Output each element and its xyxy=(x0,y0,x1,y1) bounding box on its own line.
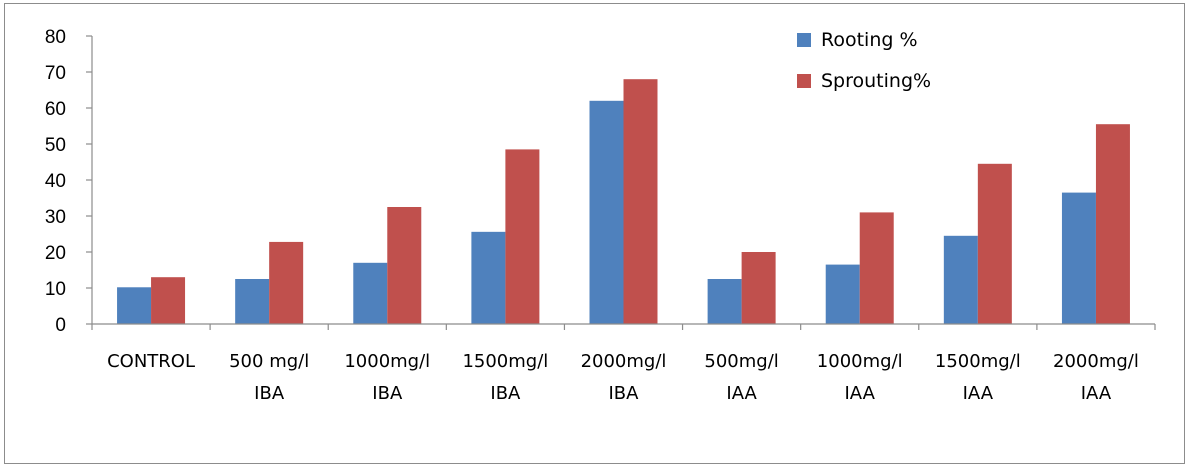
y-tick-label: 20 xyxy=(45,243,66,264)
y-tick-label: 40 xyxy=(45,171,66,192)
y-tick-label: 80 xyxy=(45,27,66,48)
legend-swatch-rooting xyxy=(797,33,811,47)
bar-sprouting xyxy=(1095,124,1130,324)
x-category-label: IAA xyxy=(845,383,876,404)
x-category-label: 2000mg/l xyxy=(1053,351,1139,372)
bar-rooting xyxy=(353,262,388,324)
x-category-label: IBA xyxy=(254,383,285,404)
x-category-label: 500 mg/l xyxy=(229,351,309,372)
bar-rooting xyxy=(825,264,860,324)
bar-rooting xyxy=(1061,192,1096,324)
x-category-label: 1000mg/l xyxy=(817,351,903,372)
x-category-label: CONTROL xyxy=(107,351,195,372)
bar-sprouting xyxy=(269,241,304,324)
legend-label-sprouting: Sprouting% xyxy=(821,70,931,92)
y-tick-label: 30 xyxy=(45,207,66,228)
x-category-label: IAA xyxy=(1081,383,1112,404)
y-tick-label: 50 xyxy=(45,135,66,156)
x-category-label: 1000mg/l xyxy=(344,351,430,372)
bar-rooting xyxy=(707,279,742,324)
y-tick-label: 0 xyxy=(55,315,66,336)
legend-label-rooting: Rooting % xyxy=(821,29,918,51)
x-category-label: 500mg/l xyxy=(704,351,778,372)
legend-swatch-sprouting xyxy=(797,74,811,88)
x-category-label: IBA xyxy=(609,383,640,404)
x-category-label: IBA xyxy=(490,383,521,404)
x-category-label: 2000mg/l xyxy=(581,351,667,372)
y-tick-label: 70 xyxy=(45,63,66,84)
bar-sprouting xyxy=(859,212,894,324)
x-category-label: IAA xyxy=(726,383,757,404)
y-tick-label: 60 xyxy=(45,99,66,120)
bar-sprouting xyxy=(977,163,1012,324)
bar-sprouting xyxy=(151,277,186,324)
y-tick-label: 10 xyxy=(45,279,66,300)
bar-sprouting xyxy=(623,79,658,324)
bar-rooting xyxy=(471,231,506,324)
x-category-label: IBA xyxy=(372,383,403,404)
bar-rooting xyxy=(235,279,270,324)
x-category-label: 1500mg/l xyxy=(462,351,548,372)
bar-sprouting xyxy=(387,207,422,324)
bar-sprouting xyxy=(505,149,540,324)
bar-rooting xyxy=(943,235,978,324)
bar-rooting xyxy=(589,100,624,324)
bar-sprouting xyxy=(741,252,776,324)
x-category-label: 1500mg/l xyxy=(935,351,1021,372)
x-category-label: IAA xyxy=(963,383,994,404)
bar-rooting xyxy=(117,287,152,324)
